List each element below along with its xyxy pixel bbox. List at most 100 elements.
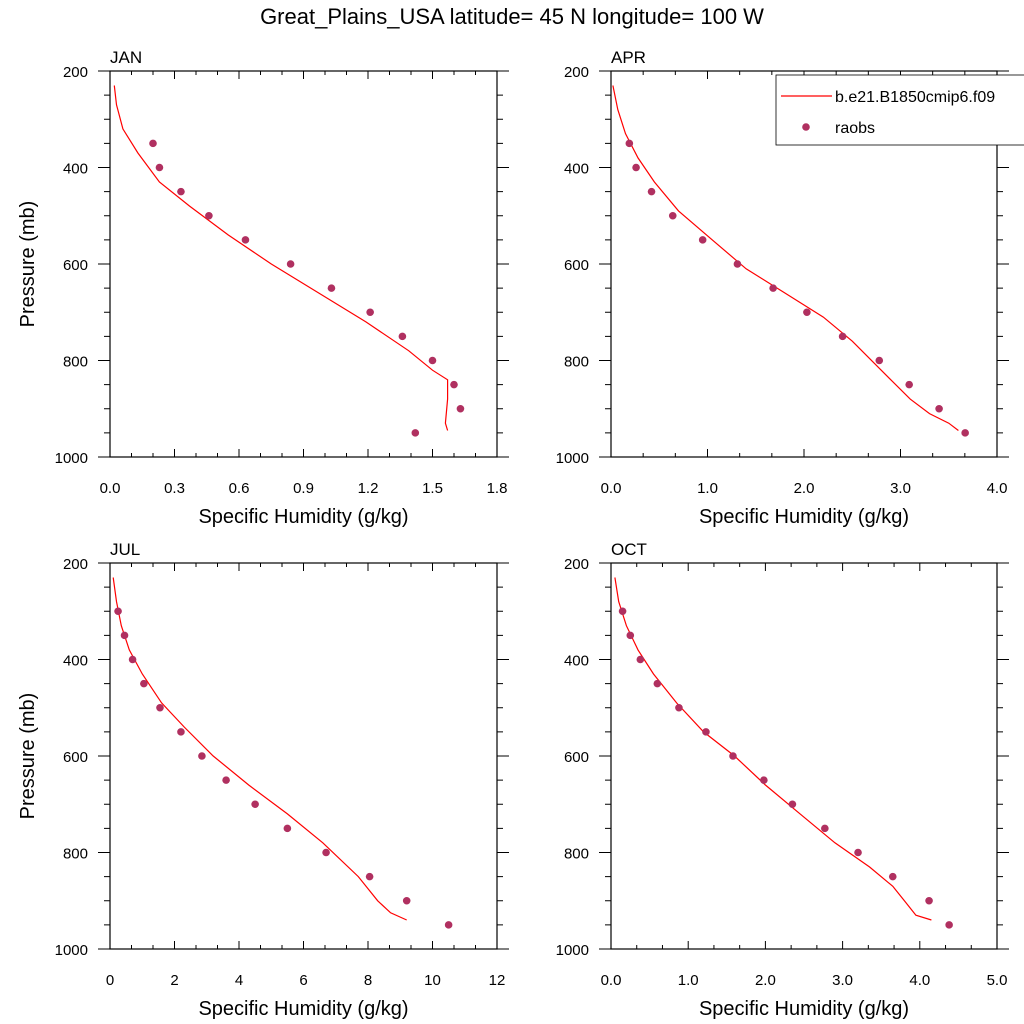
y-tick-label: 600 [564,257,589,274]
legend: b.e21.B1850cmip6.f09 raobs [775,74,1024,146]
y-tick-label: 400 [63,161,88,178]
y-tick-label: 400 [564,161,589,178]
x-tick-label: 12 [489,972,506,989]
data-point-raobs [888,872,897,881]
plot-frame [109,562,498,950]
y-tick-label: 600 [63,257,88,274]
data-point-raobs [283,824,292,833]
x-tick-label: 3.0 [832,972,853,989]
series-line-model [614,577,932,921]
x-tick-label: 0.6 [229,480,250,497]
y-tick-label: 400 [564,653,589,670]
y-tick-label: 800 [63,846,88,863]
data-point-raobs [398,332,407,341]
data-point-raobs [625,139,634,148]
chart-panel-apr: APR 0.0 1.0 2.0 3.0 4.0 200 400 600 800 1000 Specif… [556,48,1009,528]
y-axis-label: Pressure (mb) [17,693,39,820]
y-tick-label: 200 [63,64,88,81]
x-axis-label: Specific Humidity (g/kg) [198,998,408,1020]
x-tick-label: 0.9 [293,480,314,497]
y-axis-label: Pressure (mb) [17,201,39,328]
data-point-raobs [668,211,677,220]
plot-frame [610,562,998,950]
x-tick-label: 0.0 [100,480,121,497]
x-tick-label: 1.8 [487,480,508,497]
x-tick-label: 4.0 [987,480,1008,497]
x-tick-label: 0.0 [601,972,622,989]
y-tick-label: 400 [63,653,88,670]
data-point-raobs [365,872,374,881]
y-tick-label: 200 [564,556,589,573]
data-point-raobs [854,848,862,857]
x-axis-label: Specific Humidity (g/kg) [198,506,408,528]
y-tick-label: 1000 [556,942,589,959]
data-point-raobs [411,429,420,437]
x-tick-label: 0.3 [164,480,185,497]
x-tick-label: 1.0 [697,480,718,497]
panel-label: OCT [611,540,647,559]
data-point-raobs [366,308,374,317]
x-tick-label: 1.2 [358,480,379,497]
chart-panel-jan: JAN 0.0 0.3 0.6 0.9 1.2 1.5 1.8 200 400 600 800 1000… [17,48,509,528]
data-point-raobs [177,187,185,196]
legend-label: raobs [835,120,875,137]
data-point-raobs [905,380,913,389]
y-tick-label: 1000 [55,450,88,467]
data-point-raobs [128,655,137,664]
y-tick-label: 800 [63,354,88,371]
chart-panel-jul: JUL 0 2 4 6 8 10 12 200 400 600 800 1000 Specific Hum… [17,540,509,1020]
x-tick-label: 1.5 [422,480,443,497]
data-point-raobs [875,356,884,365]
y-tick-label: 600 [564,749,589,766]
data-point-raobs [450,380,458,389]
data-point-raobs [945,921,953,929]
y-tick-label: 200 [63,556,88,573]
data-point-raobs [675,703,683,712]
data-point-raobs [647,187,656,196]
data-point-raobs [729,752,737,760]
legend-box [775,74,1024,146]
x-tick-label: 2.0 [794,480,815,497]
data-point-raobs [402,896,411,905]
data-point-raobs [322,848,330,857]
data-point-raobs [140,679,148,688]
data-point-raobs [838,332,847,341]
data-point-raobs [821,824,829,833]
y-tick-label: 1000 [55,942,88,959]
x-tick-label: 0.0 [601,480,622,497]
panel-label: APR [611,48,646,67]
x-tick-label: 1.0 [678,972,699,989]
data-point-raobs [456,404,465,413]
x-tick-label: 6 [299,972,307,989]
data-point-raobs [120,631,129,640]
data-point-raobs [961,429,969,437]
data-point-raobs [636,655,645,664]
x-axis-label: Specific Humidity (g/kg) [699,506,909,528]
data-point-raobs [327,284,336,292]
series-line-model [112,577,407,921]
data-point-raobs [803,308,811,317]
x-tick-label: 8 [364,972,372,989]
data-point-raobs [618,607,627,616]
legend-swatch-dot [802,123,810,131]
y-tick-label: 800 [564,846,589,863]
figure-title: Great_Plains_USA latitude= 45 N longitud… [260,4,764,29]
y-tick-label: 800 [564,354,589,371]
data-point-raobs [935,404,943,413]
data-point-raobs [626,631,635,640]
y-tick-label: 1000 [556,450,589,467]
data-point-raobs [114,607,122,616]
panel-label: JAN [110,48,142,67]
data-point-raobs [198,752,206,760]
x-tick-label: 2.0 [755,972,776,989]
x-tick-label: 4.0 [909,972,930,989]
x-axis-label: Specific Humidity (g/kg) [699,998,909,1020]
data-point-raobs [251,800,259,809]
data-point-raobs [241,236,250,244]
panel-label: JUL [110,540,140,559]
data-point-raobs [428,356,437,365]
data-point-raobs [698,236,707,244]
x-tick-label: 4 [235,972,243,989]
data-point-raobs [155,163,164,172]
